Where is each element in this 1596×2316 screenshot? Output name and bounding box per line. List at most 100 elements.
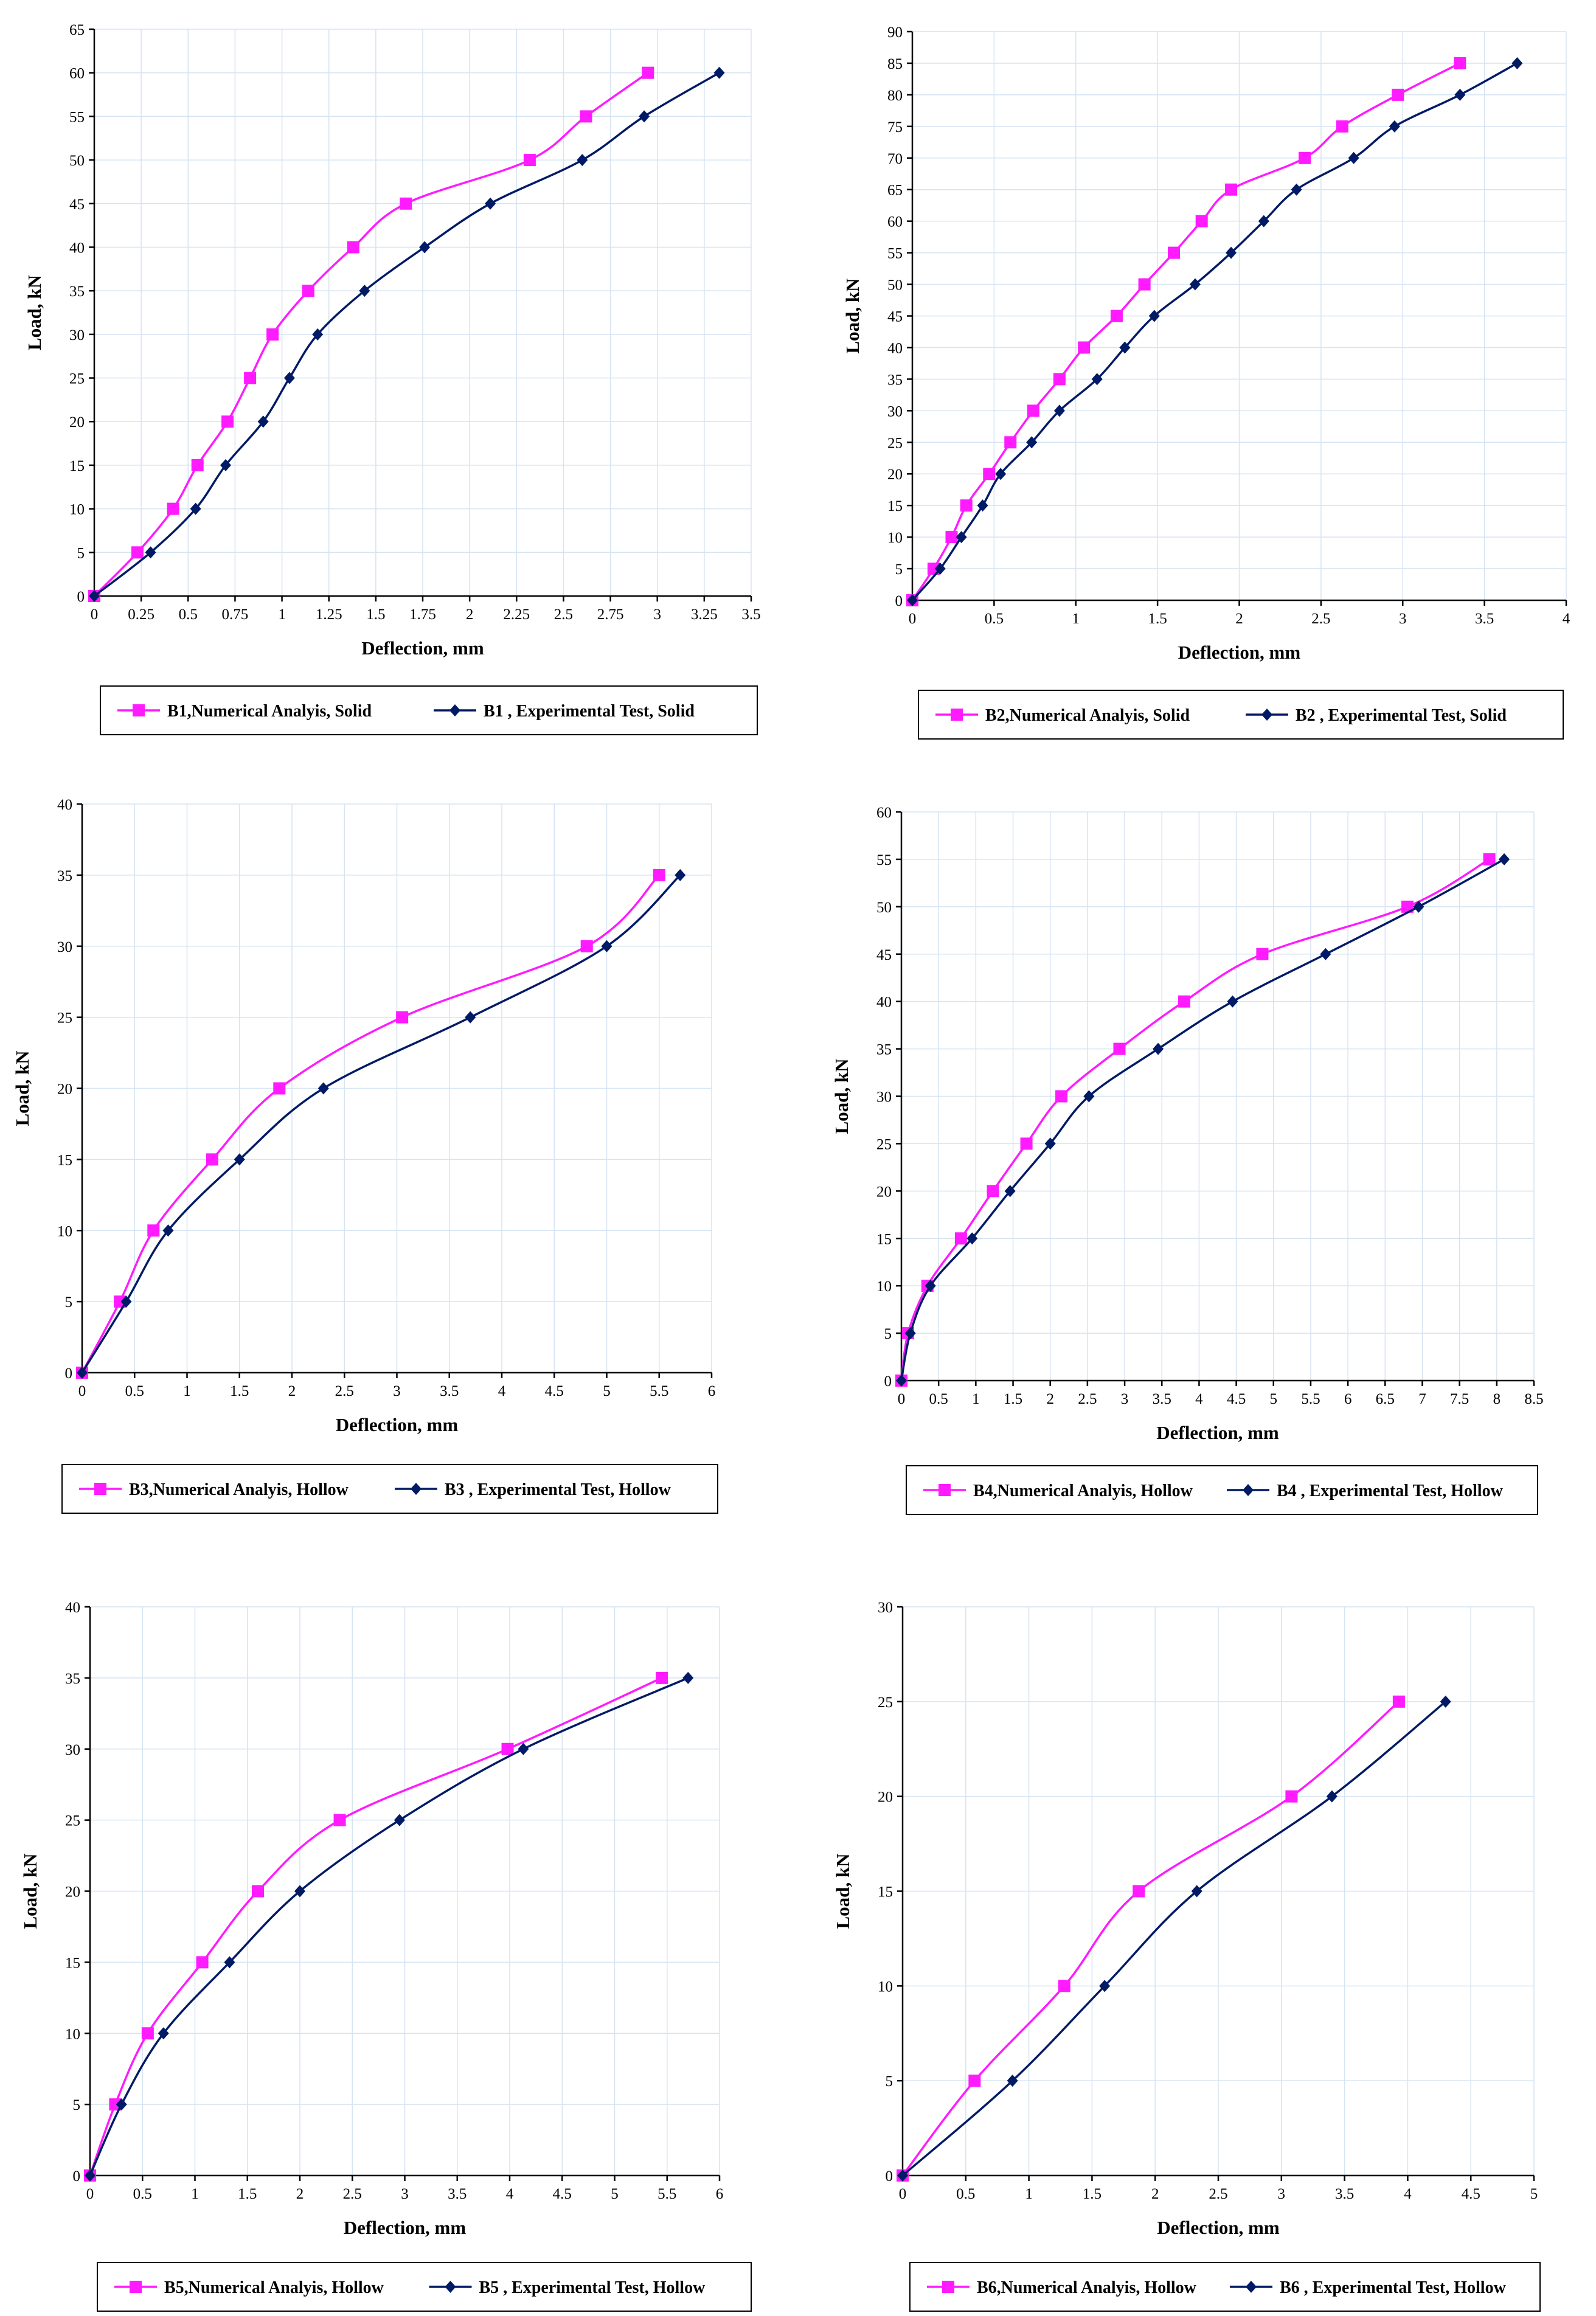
chart-b1-series-numerical	[88, 66, 654, 602]
x-tick-label: 0.5	[133, 2186, 152, 2202]
legend-experimental-label: B4 , Experimental Test, Hollow	[1277, 1482, 1504, 1500]
numerical-point	[347, 241, 359, 254]
experimental-point	[1348, 151, 1359, 164]
y-tick-label: 10	[876, 1278, 892, 1295]
y-tick-label: 10	[65, 2026, 80, 2042]
numerical-point	[501, 1742, 514, 1755]
y-tick-label: 90	[887, 24, 903, 41]
legend-box	[61, 1464, 718, 1514]
y-tick-label: 20	[878, 1789, 893, 1806]
numerical-line	[89, 1677, 662, 2176]
experimental-point	[1004, 1185, 1016, 1198]
x-tick-label: 0	[899, 2186, 907, 2202]
x-tick-label: 4.5	[1462, 2186, 1480, 2202]
x-tick-label: 5.5	[1301, 1391, 1320, 1407]
x-tick-label: 3.5	[448, 2186, 467, 2202]
numerical-point	[968, 2075, 981, 2087]
experimental-point	[1083, 1090, 1095, 1103]
x-tick-label: 2	[466, 606, 474, 623]
experimental-line	[901, 1701, 1446, 2177]
x-tick-label: 0.5	[125, 1383, 144, 1399]
experimental-point	[1044, 1137, 1056, 1150]
numerical-point	[1027, 404, 1039, 417]
x-tick-label: 0.25	[128, 606, 154, 623]
x-tick-label: 3.5	[1153, 1391, 1171, 1407]
experimental-point	[283, 372, 295, 384]
experimental-point	[1091, 373, 1103, 386]
y-tick-label: 15	[69, 458, 85, 474]
experimental-point	[162, 1224, 174, 1237]
y-tick-label: 35	[57, 868, 72, 884]
x-tick-label: 6	[708, 1383, 716, 1399]
x-tick-label: 3.5	[1475, 611, 1494, 627]
numerical-point	[1483, 853, 1496, 865]
legend-box	[100, 685, 758, 735]
y-tick-label: 20	[69, 414, 85, 431]
legend-experimental-label: B1 , Experimental Test, Solid	[484, 702, 695, 721]
legend-numerical-label: B4,Numerical Analyis, Hollow	[973, 1482, 1193, 1500]
x-tick-label: 1	[1025, 2186, 1033, 2202]
experimental-point	[675, 868, 686, 881]
experimental-point	[1454, 88, 1466, 101]
numerical-point	[221, 415, 234, 428]
legend-numerical-marker	[94, 1483, 106, 1495]
y-tick-label: 60	[69, 66, 85, 82]
experimental-point	[1148, 310, 1160, 322]
chart-b1-legend: B1,Numerical Analyis, Solid B1 , Experime…	[100, 685, 758, 735]
legend-box	[906, 1465, 1538, 1515]
y-tick-label: 75	[887, 119, 903, 136]
numerical-line	[901, 1701, 1400, 2177]
numerical-point	[1392, 1695, 1405, 1708]
experimental-point	[713, 66, 725, 79]
x-tick-label: 1.5	[230, 1383, 249, 1399]
chart-b5-series-experimental	[85, 1671, 694, 2182]
x-tick-label: 1.5	[1148, 611, 1167, 627]
y-tick-label: 30	[876, 1089, 892, 1106]
experimental-point	[977, 499, 988, 512]
numerical-point	[1225, 183, 1238, 196]
chart-b5-legend: B5,Numerical Analyis, Hollow B5 , Experim…	[97, 2262, 752, 2312]
experimental-point	[419, 241, 431, 254]
numerical-point	[167, 502, 179, 515]
x-tick-label: 5	[603, 1383, 611, 1399]
experimental-point	[220, 459, 231, 471]
numerical-point	[131, 546, 144, 559]
chart-b2: 0 5 10 15 20 25 30 35 40 45 50 55 60 65 70 75 80 85 90 0 0.5…	[842, 24, 1570, 740]
y-tick-label: 45	[876, 947, 892, 963]
legend-experimental-marker	[445, 2281, 456, 2293]
chart-b4-x-axis-title: Deflection, mm	[1156, 1422, 1279, 1443]
legend-box	[909, 2262, 1541, 2312]
y-tick-label: 50	[876, 900, 892, 916]
x-tick-label: 2.5	[1311, 611, 1330, 627]
numerical-point	[191, 459, 204, 471]
x-tick-label: 1	[191, 2186, 199, 2202]
experimental-line	[911, 62, 1518, 602]
experimental-point	[925, 1280, 936, 1292]
x-tick-label: 3	[1278, 2186, 1286, 2202]
numerical-point	[252, 1885, 264, 1898]
y-tick-label: 30	[57, 939, 72, 955]
x-tick-label: 1.25	[316, 606, 342, 623]
numerical-point	[141, 2027, 154, 2040]
x-tick-label: 7	[1418, 1391, 1426, 1407]
experimental-point	[1153, 1042, 1164, 1055]
experimental-point	[190, 502, 201, 515]
y-tick-label: 0	[77, 589, 85, 605]
legend-experimental-marker	[1243, 1484, 1254, 1496]
chart-b3-series-numerical	[76, 868, 665, 1379]
legend-experimental-marker	[411, 1483, 422, 1495]
y-tick-label: 0	[884, 1373, 892, 1390]
experimental-point	[966, 1232, 978, 1245]
legend-numerical-marker	[942, 2281, 954, 2293]
y-tick-label: 25	[878, 1694, 893, 1711]
numerical-point	[1078, 341, 1091, 354]
numerical-point	[1004, 436, 1017, 449]
y-tick-label: 70	[887, 151, 903, 167]
numerical-point	[1053, 373, 1066, 386]
legend-numerical-marker	[951, 709, 963, 721]
legend-box	[918, 690, 1564, 740]
x-tick-label: 1	[972, 1391, 980, 1407]
x-tick-label: 3	[653, 606, 661, 623]
y-tick-label: 0	[65, 1365, 73, 1382]
